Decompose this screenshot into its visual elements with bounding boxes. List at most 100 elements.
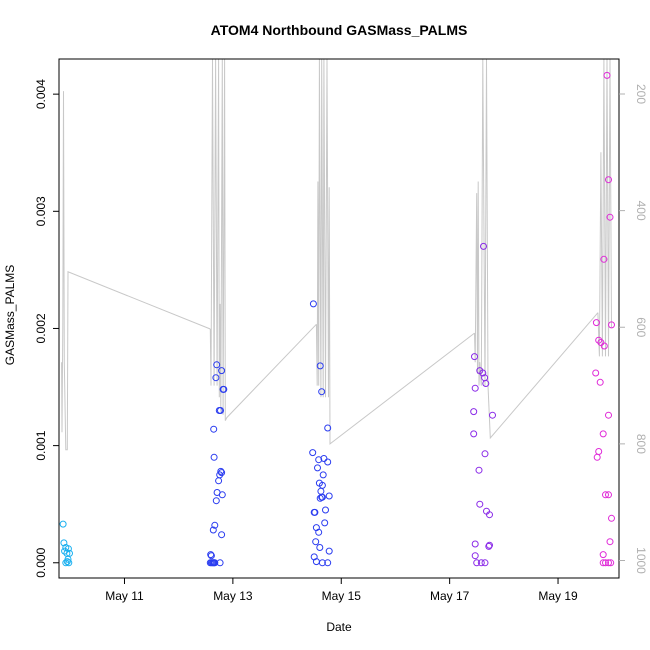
y-right-tick-label: 200 [634, 84, 648, 104]
data-point [608, 321, 615, 329]
data-point [210, 453, 218, 461]
data-point [602, 491, 609, 499]
data-point [606, 213, 614, 221]
data-point [324, 458, 332, 466]
x-axis-label: Date [326, 620, 352, 634]
data-point [316, 362, 324, 370]
data-point [486, 511, 493, 519]
data-point [321, 519, 329, 527]
data-point [602, 559, 609, 567]
data-point [59, 520, 67, 528]
data-point [486, 541, 493, 549]
trace-segment [474, 58, 599, 440]
data-point [314, 464, 321, 472]
data-point [315, 456, 323, 464]
data-point [218, 469, 226, 477]
data-point [325, 492, 333, 500]
trace-segment [209, 58, 317, 421]
data-point [217, 407, 224, 414]
trace-segment [315, 58, 475, 445]
y-axis-right: 200 400 600 800 1000 [619, 84, 648, 574]
y-right-tick-label: 600 [634, 317, 648, 337]
data-point [212, 497, 220, 505]
data-point [215, 477, 223, 485]
data-point [470, 430, 478, 438]
chart-title: ATOM4 Northbound GASMass_PALMS [211, 22, 468, 38]
data-point [485, 542, 493, 550]
data-point [210, 425, 218, 433]
data-point [63, 558, 71, 566]
data-point [480, 242, 487, 250]
data-point [595, 448, 603, 455]
x-axis: May 11 May 13 May 15 May 17 May 19 [105, 578, 578, 603]
data-point [315, 528, 323, 536]
data-point [318, 388, 326, 396]
data-point [605, 411, 612, 419]
x-tick-label: May 19 [538, 589, 578, 603]
data-point [211, 559, 219, 567]
data-point [606, 538, 614, 546]
data-point [213, 361, 221, 369]
data-point [316, 544, 324, 551]
plot-frame [58, 58, 620, 579]
y-right-tick-label: 400 [634, 201, 648, 221]
x-tick-label: May 17 [430, 589, 470, 603]
data-point [309, 449, 317, 457]
data-point [471, 384, 479, 392]
data-point [218, 491, 226, 499]
data-point [220, 385, 228, 393]
y-right-tick-label: 1000 [634, 547, 648, 574]
data-point [64, 545, 72, 553]
pressure-trace [61, 58, 612, 451]
data-point [481, 450, 489, 458]
data-point [317, 487, 325, 495]
data-point [593, 453, 601, 461]
data-point [600, 342, 608, 350]
data-point [216, 471, 224, 479]
data-point [477, 559, 485, 567]
data-point [605, 559, 612, 567]
data-point [605, 491, 612, 499]
data-point [600, 255, 608, 263]
data-point [218, 367, 226, 375]
data-point [475, 466, 483, 474]
data-point [207, 551, 215, 559]
data-point [607, 559, 615, 567]
x-tick-label: May 15 [322, 589, 362, 603]
trace-segment [597, 58, 612, 357]
data-point [62, 559, 70, 567]
data-point [595, 336, 603, 344]
data-point [489, 411, 496, 419]
data-point [599, 559, 607, 567]
data-point [471, 540, 479, 548]
y-tick-label: 0.004 [34, 79, 48, 109]
data-point [309, 300, 317, 308]
data-point [60, 539, 68, 547]
data-point [592, 369, 600, 377]
data-point [592, 319, 600, 327]
data-point [473, 559, 481, 567]
data-point [209, 526, 217, 534]
data-point [207, 552, 215, 560]
data-point [470, 408, 478, 416]
y-tick-label: 0.003 [34, 196, 48, 226]
data-point [482, 380, 490, 387]
data-point [65, 559, 73, 567]
data-point [479, 369, 487, 377]
data-point [471, 552, 479, 560]
data-point [596, 378, 604, 386]
data-point [211, 521, 219, 529]
data-point [322, 506, 329, 514]
data-point [324, 424, 332, 432]
data-point [320, 455, 328, 462]
y-axis-left: 0.000 0.001 0.002 0.003 0.004 [34, 79, 59, 578]
data-point [476, 500, 484, 508]
data-point [324, 559, 332, 567]
data-points [59, 71, 615, 567]
data-point [318, 559, 326, 567]
y-right-tick-label: 800 [634, 434, 648, 454]
data-point [481, 559, 489, 567]
x-tick-label: May 11 [105, 589, 144, 603]
data-point [599, 430, 607, 438]
